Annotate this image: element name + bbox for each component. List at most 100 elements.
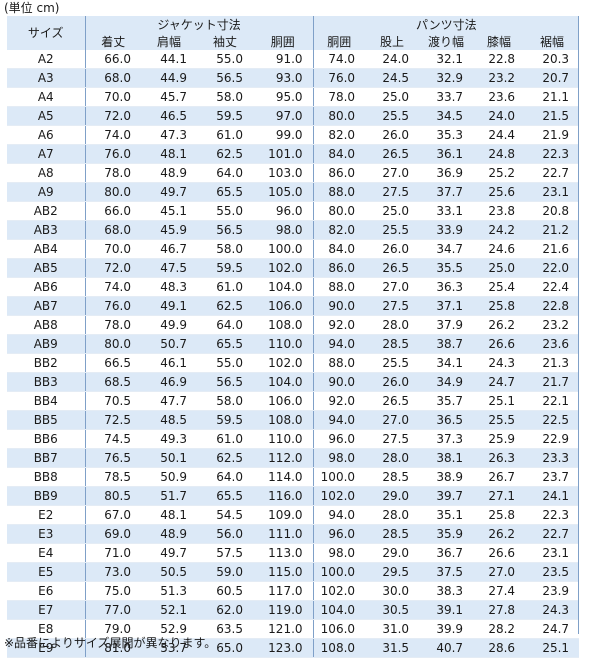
value-cell: 25.1 bbox=[525, 638, 580, 658]
value-cell: 30.5 bbox=[365, 600, 420, 620]
value-cell: 38.9 bbox=[419, 467, 474, 487]
value-cell: 38.7 bbox=[419, 334, 474, 354]
value-cell: 66.0 bbox=[85, 50, 141, 69]
table-row: AB7 76.0 49.1 62.5 106.0 90.0 27.5 37.1 25.8 22.8 bbox=[7, 296, 580, 316]
table-row: E8 79.0 52.9 63.5 121.0 106.0 31.0 39.9 28.2 24.7 bbox=[7, 619, 580, 639]
value-cell: 20.8 bbox=[525, 201, 580, 221]
value-cell: 104.0 bbox=[253, 277, 314, 297]
value-cell: 102.0 bbox=[253, 353, 314, 373]
value-cell: 23.1 bbox=[525, 182, 580, 202]
value-cell: 28.6 bbox=[473, 638, 526, 658]
value-cell: 26.5 bbox=[365, 258, 420, 278]
value-cell: 27.5 bbox=[365, 182, 420, 202]
value-cell: 108.0 bbox=[313, 638, 366, 658]
value-cell: 102.0 bbox=[313, 581, 366, 601]
value-cell: 69.0 bbox=[85, 524, 141, 544]
value-cell: 74.0 bbox=[85, 125, 141, 145]
value-cell: 35.5 bbox=[419, 258, 474, 278]
value-cell: 26.5 bbox=[365, 391, 420, 411]
table-row: E4 71.0 49.7 57.5 113.0 98.0 29.0 36.7 26.6 23.1 bbox=[7, 543, 580, 563]
value-cell: 25.9 bbox=[473, 429, 526, 449]
value-cell: 33.9 bbox=[419, 220, 474, 240]
value-cell: 48.9 bbox=[141, 163, 197, 183]
value-cell: 23.2 bbox=[473, 68, 526, 88]
table-row: AB3 68.0 45.9 56.5 98.0 82.0 25.5 33.9 24.2 21.2 bbox=[7, 220, 580, 240]
value-cell: 54.5 bbox=[197, 505, 253, 525]
value-cell: 34.7 bbox=[419, 239, 474, 259]
value-cell: 34.1 bbox=[419, 353, 474, 373]
size-cell: AB8 bbox=[7, 315, 86, 335]
header-thigh-width: 渡り幅 bbox=[419, 34, 474, 50]
value-cell: 80.0 bbox=[313, 106, 366, 126]
header-pants-group: パンツ寸法 bbox=[313, 16, 580, 34]
value-cell: 106.0 bbox=[313, 619, 366, 639]
table-row: BB9 80.5 51.7 65.5 116.0 102.0 29.0 39.7 27.1 24.… bbox=[7, 486, 580, 506]
value-cell: 84.0 bbox=[313, 239, 366, 259]
value-cell: 25.0 bbox=[473, 258, 526, 278]
value-cell: 25.0 bbox=[365, 87, 420, 107]
value-cell: 51.3 bbox=[141, 581, 197, 601]
value-cell: 35.1 bbox=[419, 505, 474, 525]
value-cell: 34.5 bbox=[419, 106, 474, 126]
table-row: E9 81.0 53.7 65.0 123.0 108.0 31.5 40.7 28.6 25.1 bbox=[7, 638, 580, 658]
value-cell: 62.5 bbox=[197, 296, 253, 316]
value-cell: 26.2 bbox=[473, 315, 526, 335]
table-row: E3 69.0 48.9 56.0 111.0 96.0 28.5 35.9 26.2 22.7 bbox=[7, 524, 580, 544]
value-cell: 24.0 bbox=[473, 106, 526, 126]
size-cell: A8 bbox=[7, 163, 86, 183]
value-cell: 48.3 bbox=[141, 277, 197, 297]
value-cell: 36.5 bbox=[419, 410, 474, 430]
value-cell: 25.8 bbox=[473, 505, 526, 525]
value-cell: 49.7 bbox=[141, 182, 197, 202]
value-cell: 36.9 bbox=[419, 163, 474, 183]
table-row: AB9 80.0 50.7 65.5 110.0 94.0 28.5 38.7 26.6 23.6 bbox=[7, 334, 580, 354]
value-cell: 46.7 bbox=[141, 239, 197, 259]
table-row: A8 78.0 48.9 64.0 103.0 86.0 27.0 36.9 25.2 22.7 bbox=[7, 163, 580, 183]
size-cell: A9 bbox=[7, 182, 86, 202]
value-cell: 52.9 bbox=[141, 619, 197, 639]
value-cell: 117.0 bbox=[253, 581, 314, 601]
size-cell: A7 bbox=[7, 144, 86, 164]
header-jacket-chest: 胴囲 bbox=[253, 34, 314, 50]
value-cell: 25.5 bbox=[365, 106, 420, 126]
value-cell: 21.5 bbox=[525, 106, 580, 126]
value-cell: 23.8 bbox=[473, 201, 526, 221]
value-cell: 49.9 bbox=[141, 315, 197, 335]
table-row: BB5 72.5 48.5 59.5 108.0 94.0 27.0 36.5 25.5 22.5 bbox=[7, 410, 580, 430]
value-cell: 23.9 bbox=[525, 581, 580, 601]
size-cell: BB9 bbox=[7, 486, 86, 506]
size-cell: BB2 bbox=[7, 353, 86, 373]
value-cell: 97.0 bbox=[253, 106, 314, 126]
value-cell: 62.5 bbox=[197, 144, 253, 164]
value-cell: 65.5 bbox=[197, 486, 253, 506]
value-cell: 27.1 bbox=[473, 486, 526, 506]
value-cell: 40.7 bbox=[419, 638, 474, 658]
header-size: サイズ bbox=[7, 16, 86, 50]
table-row: A2 66.0 44.1 55.0 91.0 74.0 24.0 32.1 22.8 20.3 bbox=[7, 50, 580, 69]
value-cell: 35.7 bbox=[419, 391, 474, 411]
value-cell: 38.1 bbox=[419, 448, 474, 468]
value-cell: 78.0 bbox=[85, 315, 141, 335]
value-cell: 48.1 bbox=[141, 505, 197, 525]
value-cell: 114.0 bbox=[253, 467, 314, 487]
value-cell: 61.0 bbox=[197, 277, 253, 297]
header-pants-waist: 胴囲 bbox=[313, 34, 366, 50]
value-cell: 51.7 bbox=[141, 486, 197, 506]
value-cell: 49.3 bbox=[141, 429, 197, 449]
value-cell: 22.9 bbox=[525, 429, 580, 449]
size-cell: E8 bbox=[7, 619, 86, 639]
value-cell: 22.8 bbox=[473, 50, 526, 69]
value-cell: 26.5 bbox=[365, 144, 420, 164]
value-cell: 31.0 bbox=[365, 619, 420, 639]
value-cell: 28.5 bbox=[365, 467, 420, 487]
value-cell: 50.5 bbox=[141, 562, 197, 582]
value-cell: 57.5 bbox=[197, 543, 253, 563]
value-cell: 23.7 bbox=[525, 467, 580, 487]
value-cell: 26.0 bbox=[365, 239, 420, 259]
value-cell: 21.6 bbox=[525, 239, 580, 259]
value-cell: 50.1 bbox=[141, 448, 197, 468]
value-cell: 45.7 bbox=[141, 87, 197, 107]
header-jacket-length: 着丈 bbox=[85, 34, 141, 50]
size-cell: AB6 bbox=[7, 277, 86, 297]
value-cell: 36.3 bbox=[419, 277, 474, 297]
